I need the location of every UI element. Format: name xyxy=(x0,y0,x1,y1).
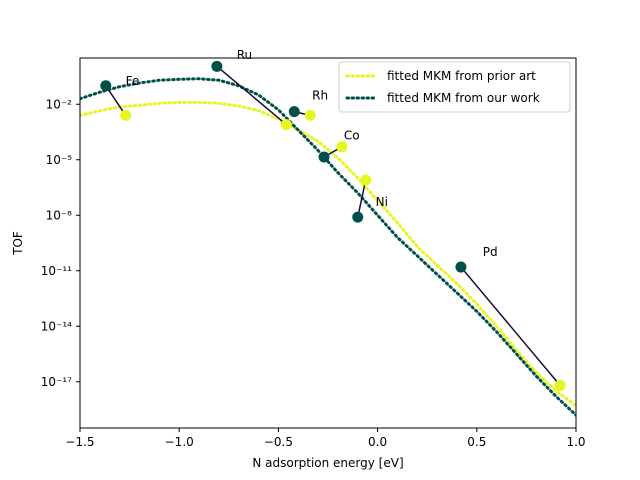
series-curve-prior-art xyxy=(80,100,576,408)
series-curve-our-work xyxy=(80,77,576,417)
connector-fe xyxy=(105,85,127,116)
y-axis-label: TOF xyxy=(11,231,25,256)
x-tick-label: 0.0 xyxy=(368,435,387,449)
point-ours-pd xyxy=(455,261,467,273)
label-layer: Fe Ru Rh Co Ni Pd xyxy=(126,48,498,259)
point-label-ru: Ru xyxy=(237,48,252,62)
x-tick-label: −1.0 xyxy=(165,435,194,449)
point-ours-rh xyxy=(288,106,300,118)
point-prior-ru xyxy=(280,119,292,131)
point-label-pd: Pd xyxy=(483,245,498,259)
point-label-rh: Rh xyxy=(312,89,328,103)
y-tick-label: 10⁻² xyxy=(46,97,73,111)
series-layer xyxy=(80,77,576,417)
connector-pd xyxy=(460,266,561,386)
point-label-fe: Fe xyxy=(126,74,140,88)
y-tick-label: 10⁻⁵ xyxy=(46,153,73,167)
axis-layer: −1.5 −1.0 −0.5 0.0 0.5 1.0 10⁻¹⁷ 10⁻¹⁴ 10⁻¹¹ 10⁻⁸… xyxy=(41,97,586,449)
connector-ni xyxy=(357,179,367,218)
point-ours-ru xyxy=(211,60,223,72)
x-tick-label: 0.5 xyxy=(467,435,486,449)
y-tick-label: 10⁻¹⁷ xyxy=(41,375,72,389)
x-axis-label: N adsorption energy [eV] xyxy=(252,456,403,470)
point-label-ni: Ni xyxy=(376,195,388,209)
point-ours-ni xyxy=(352,211,364,223)
point-prior-fe xyxy=(120,109,132,121)
point-label-co: Co xyxy=(344,128,360,142)
legend-label-our-work: fitted MKM from our work xyxy=(387,91,540,105)
legend: fitted MKM from prior art fitted MKM from… xyxy=(338,61,571,113)
x-tick-label: −1.5 xyxy=(65,435,94,449)
plot-frame xyxy=(79,57,577,429)
point-layer xyxy=(100,60,566,391)
legend-label-prior-art: fitted MKM from prior art xyxy=(387,69,536,83)
y-tick-label: 10⁻¹¹ xyxy=(41,264,72,278)
point-ours-co xyxy=(318,151,330,163)
y-tick-label: 10⁻⁸ xyxy=(46,208,73,222)
point-ours-fe xyxy=(100,80,112,92)
point-prior-pd xyxy=(554,379,566,391)
legend-box xyxy=(338,61,571,113)
connector-ru xyxy=(216,65,287,126)
x-tick-label: 1.0 xyxy=(566,435,585,449)
point-prior-rh xyxy=(304,109,316,121)
point-prior-ni xyxy=(360,174,372,186)
connector-layer xyxy=(105,65,561,386)
y-tick-label: 10⁻¹⁴ xyxy=(41,319,72,333)
x-tick-label: −0.5 xyxy=(264,435,293,449)
point-prior-co xyxy=(336,141,348,153)
